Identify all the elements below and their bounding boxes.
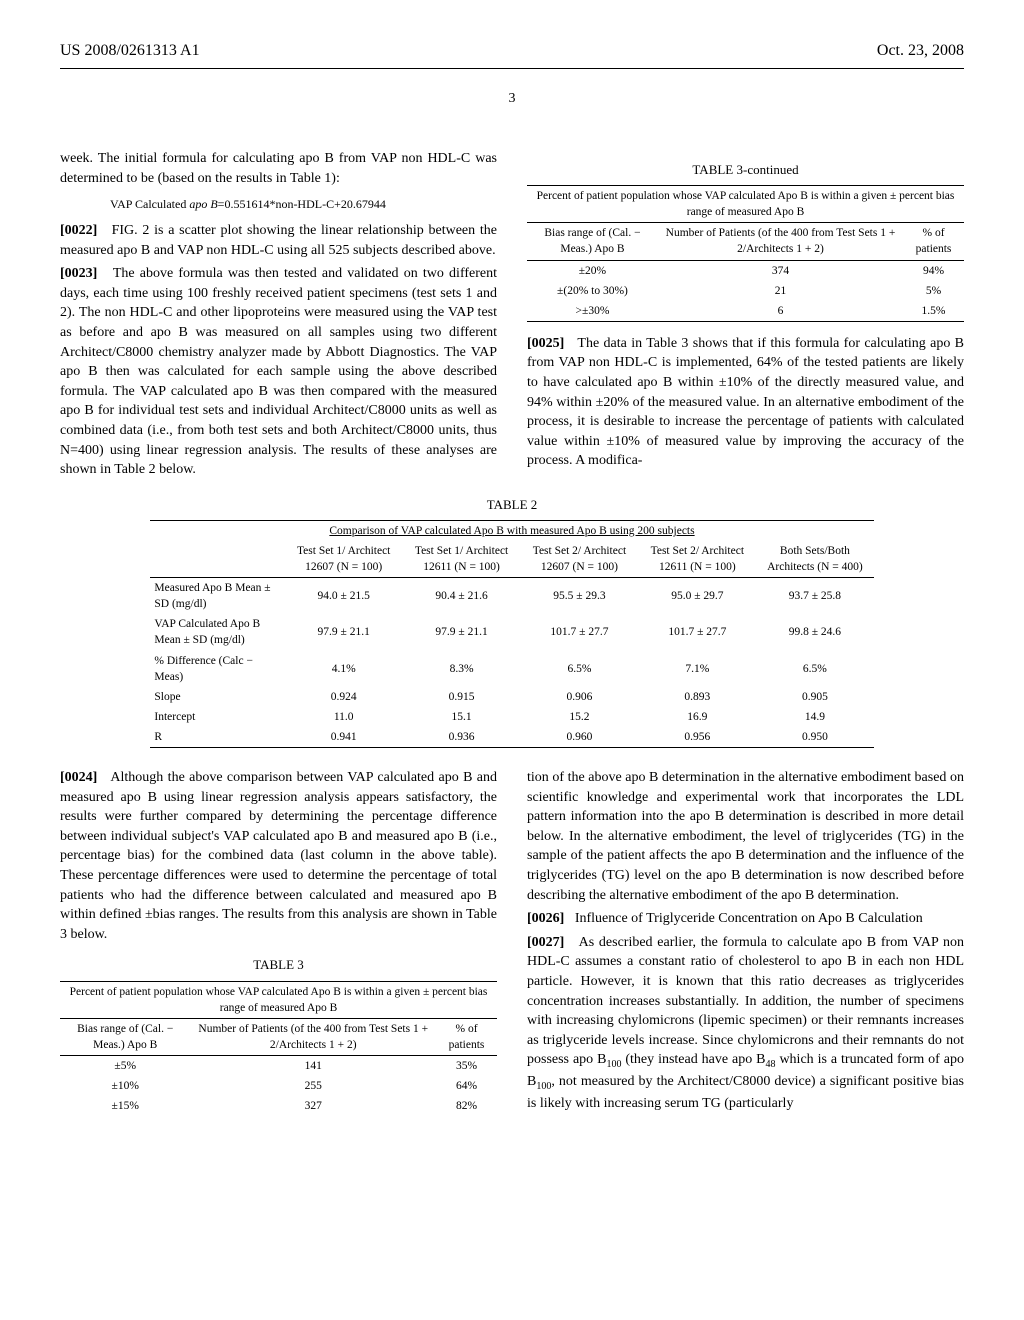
t3c-col0: Bias range of (Cal. − Meas.) Apo B [527, 223, 658, 260]
table3cont: Percent of patient population whose VAP … [527, 185, 964, 322]
left-column-bottom: [0024] Although the above comparison bet… [60, 768, 497, 1128]
para-0025: [0025] The data in Table 3 shows that if… [527, 334, 964, 471]
para-num: [0027] [527, 935, 564, 950]
t3c-col2: % of patients [903, 223, 964, 260]
formula-text: VAP Calculated apo B=0.551614*non-HDL-C+… [110, 197, 386, 211]
publication-number: US 2008/0261313 A1 [60, 40, 200, 62]
para-0027: [0027] As described earlier, the formula… [527, 933, 964, 1114]
para-0025-cont: tion of the above apo B determination in… [527, 768, 964, 905]
table3-caption: TABLE 3 [60, 956, 497, 974]
para-num: [0026] [527, 911, 564, 926]
para-num: [0025] [527, 336, 564, 351]
para-0024: [0024] Although the above comparison bet… [60, 768, 497, 944]
table3-subcaption: Percent of patient population whose VAP … [60, 981, 497, 1018]
table2: Comparison of VAP calculated Apo B with … [150, 520, 873, 748]
right-column-bottom: tion of the above apo B determination in… [527, 768, 964, 1128]
page-header: US 2008/0261313 A1 Oct. 23, 2008 [60, 40, 964, 69]
bottom-columns: [0024] Although the above comparison bet… [60, 768, 964, 1128]
para-num: [0022] [60, 223, 97, 238]
para-0022: [0022] FIG. 2 is a scatter plot showing … [60, 221, 497, 260]
table3cont-caption: TABLE 3-continued [527, 161, 964, 179]
formula-block: VAP Calculated apo B=0.551614*non-HDL-C+… [110, 196, 497, 213]
table2-subcaption: Comparison of VAP calculated Apo B with … [150, 520, 873, 541]
para-num: [0023] [60, 266, 97, 281]
para-0026: [0026] Influence of Triglyceride Concent… [527, 909, 964, 929]
t3c-col1: Number of Patients (of the 400 from Test… [658, 223, 903, 260]
para-num: [0024] [60, 770, 97, 785]
right-column-top: TABLE 3-continued Percent of patient pop… [527, 149, 964, 484]
publication-date: Oct. 23, 2008 [877, 40, 964, 62]
table3: Percent of patient population whose VAP … [60, 981, 497, 1117]
table2-wrap: TABLE 2 Comparison of VAP calculated Apo… [60, 496, 964, 748]
page-number: 3 [60, 89, 964, 109]
para-0023: [0023] The above formula was then tested… [60, 264, 497, 480]
table3cont-subcaption: Percent of patient population whose VAP … [527, 186, 964, 223]
para-lead: week. The initial formula for calculatin… [60, 149, 497, 188]
top-columns: week. The initial formula for calculatin… [60, 149, 964, 484]
left-column-top: week. The initial formula for calculatin… [60, 149, 497, 484]
table2-caption: TABLE 2 [60, 496, 964, 514]
